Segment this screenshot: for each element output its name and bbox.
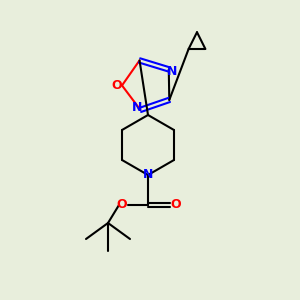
- Text: O: O: [117, 199, 127, 212]
- Text: O: O: [112, 79, 122, 92]
- Text: N: N: [132, 101, 142, 114]
- Text: N: N: [143, 169, 153, 182]
- Text: O: O: [171, 199, 181, 212]
- Text: N: N: [167, 65, 177, 78]
